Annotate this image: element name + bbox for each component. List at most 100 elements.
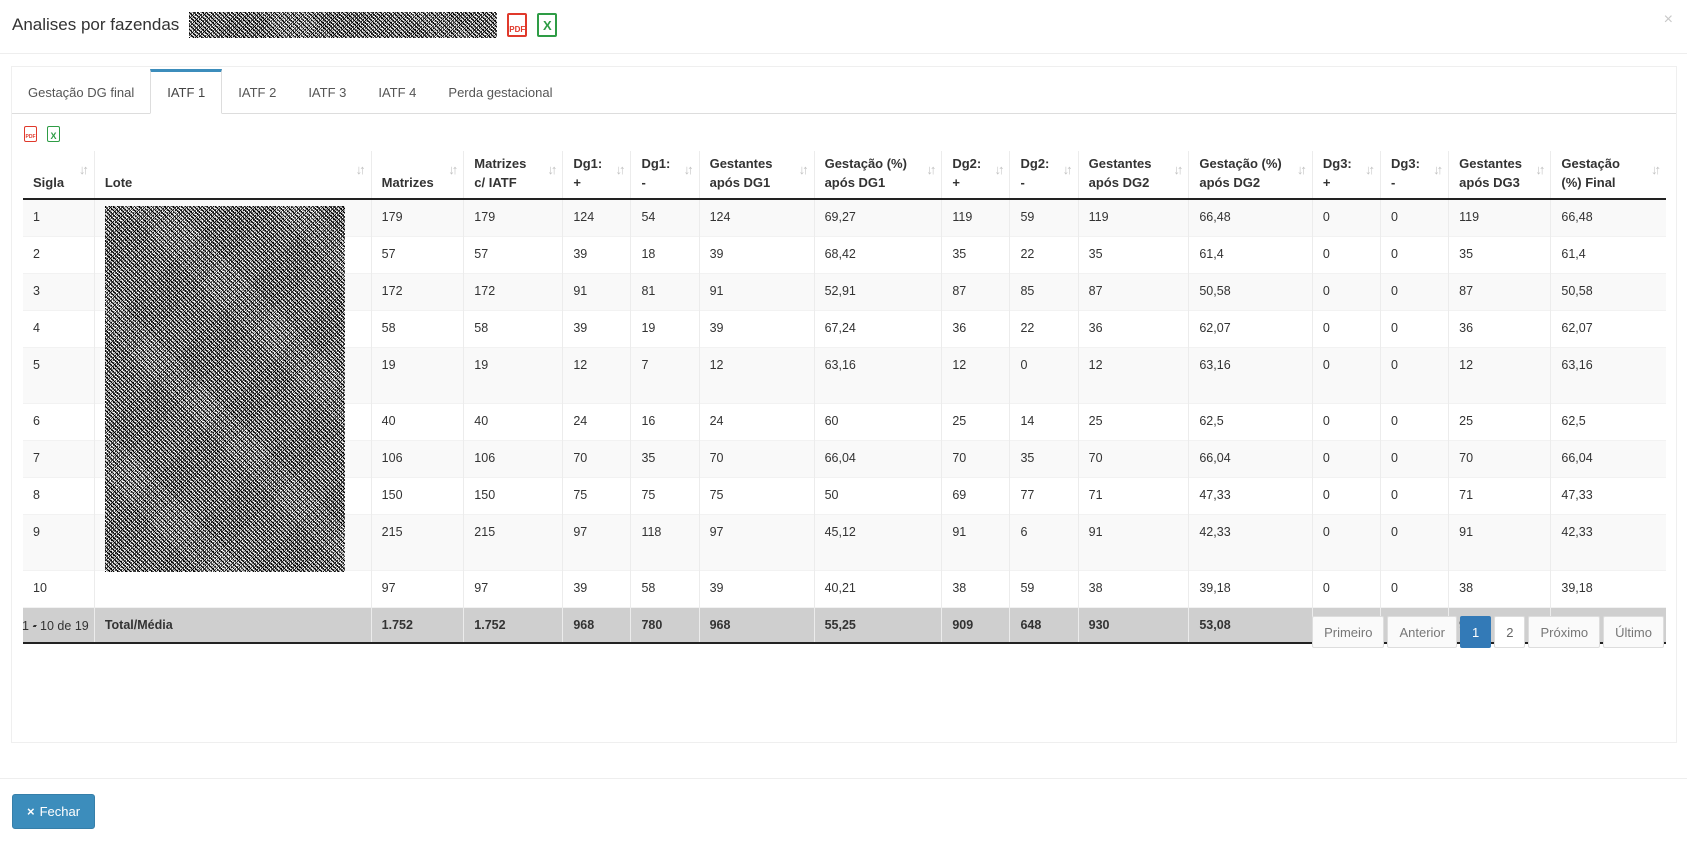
tab-iatf-3[interactable]: IATF 3 xyxy=(308,84,347,100)
last-page-button[interactable]: Último xyxy=(1603,616,1664,648)
column-header[interactable]: ↓↑ Dg2: + xyxy=(941,151,1011,200)
pagination-range: 1 - 10 de 19 xyxy=(22,619,89,633)
sort-icon[interactable]: ↓↑ xyxy=(1062,162,1073,177)
sort-icon[interactable]: ↓↑ xyxy=(1535,162,1545,177)
close-icon[interactable]: × xyxy=(1663,11,1673,28)
export-excel-icon[interactable]: X xyxy=(537,13,558,37)
table-cell: 0 xyxy=(1312,309,1382,347)
column-header-label: + xyxy=(1322,175,1331,190)
table-cell: 38 xyxy=(1078,569,1190,607)
modal-footer-divider xyxy=(0,778,1687,779)
table-cell: 25 xyxy=(941,402,1011,440)
table-cell: 58 xyxy=(463,309,564,347)
table-cell: 172 xyxy=(463,272,564,310)
sort-icon[interactable]: ↓↑ xyxy=(1651,162,1661,177)
table-cell: 179 xyxy=(463,198,564,236)
total-cell: Total/Média xyxy=(94,606,372,644)
table-cell: 62,07 xyxy=(1550,309,1666,347)
table-cell: 0 xyxy=(1380,439,1450,477)
fechar-button[interactable]: × Fechar xyxy=(12,794,95,829)
column-header[interactable]: ↓↑ Dg1: - xyxy=(630,151,700,200)
table-cell: 66,04 xyxy=(1550,439,1666,477)
table-cell: 50,58 xyxy=(1550,272,1666,310)
table-cell: 71 xyxy=(1448,476,1552,514)
table-cell: 35 xyxy=(1009,439,1079,477)
column-header[interactable]: ↓↑ Sigla xyxy=(23,151,95,200)
sort-icon[interactable]: ↓↑ xyxy=(994,162,1004,177)
column-header[interactable]: ↓↑ Lote xyxy=(94,151,372,200)
table-cell: 63,16 xyxy=(814,346,943,403)
column-header[interactable]: ↓↑ Gestação (%) após DG2 xyxy=(1188,151,1313,200)
column-header[interactable]: ↓↑ Gestação (%) após DG1 xyxy=(814,151,943,200)
table-cell: 36 xyxy=(941,309,1011,347)
sort-icon[interactable]: ↓↑ xyxy=(547,162,557,177)
column-header[interactable]: ↓↑ Dg1: + xyxy=(562,151,632,200)
fechar-button-label: Fechar xyxy=(39,804,81,819)
column-header[interactable]: ↓↑ Dg3: + xyxy=(1312,151,1382,200)
total-cell: 930 xyxy=(1078,606,1190,644)
table-cell: 0 xyxy=(1380,198,1450,236)
column-header-line1: Gestantes xyxy=(709,156,773,171)
table-cell: 24 xyxy=(562,402,632,440)
total-cell: 55,25 xyxy=(814,606,943,644)
table-cell: 215 xyxy=(371,513,465,570)
column-header-label: após DG2 xyxy=(1088,175,1150,190)
table-cell: 118 xyxy=(630,513,700,570)
sort-icon[interactable]: ↓↑ xyxy=(355,162,366,177)
tab-gestacao-dg-final[interactable]: Gestação DG final xyxy=(28,84,135,100)
column-header[interactable]: ↓↑ Dg2: - xyxy=(1009,151,1079,200)
column-header[interactable]: ↓↑ Matrizes xyxy=(371,151,465,200)
sort-icon[interactable]: ↓↑ xyxy=(615,162,625,177)
table-cell: 0 xyxy=(1312,569,1382,607)
sort-icon[interactable]: ↓↑ xyxy=(1365,162,1375,177)
table-cell: 119 xyxy=(1078,198,1190,236)
table-cell: 57 xyxy=(371,235,465,273)
export-pdf-icon[interactable]: PDF xyxy=(507,13,528,37)
table-cell: 47,33 xyxy=(1188,476,1313,514)
tab-perda-gestacional[interactable]: Perda gestacional xyxy=(448,84,553,100)
table-cell: 19 xyxy=(463,346,564,403)
sort-icon[interactable]: ↓↑ xyxy=(448,162,458,177)
table-cell: 172 xyxy=(371,272,465,310)
sort-icon[interactable]: ↓↑ xyxy=(926,162,936,177)
column-header-label: após DG3 xyxy=(1459,175,1520,190)
table-cell: 61,4 xyxy=(1188,235,1313,273)
column-header[interactable]: ↓↑ Gestantes após DG1 xyxy=(699,151,815,200)
page-2-button[interactable]: 2 xyxy=(1494,616,1526,648)
table-cell: 0 xyxy=(1380,309,1450,347)
sort-icon[interactable]: ↓↑ xyxy=(1173,162,1183,177)
total-cell: 909 xyxy=(941,606,1011,644)
table-export-pdf-icon[interactable]: PDF xyxy=(24,126,37,142)
table-cell: 62,5 xyxy=(1550,402,1666,440)
column-header[interactable]: ↓↑ Gestantes após DG3 xyxy=(1448,151,1552,200)
table-cell: 0 xyxy=(1312,402,1382,440)
page-1-button[interactable]: 1 xyxy=(1460,616,1492,648)
table-cell: 59 xyxy=(1009,569,1079,607)
modal-header: Analises por fazendas PDF X × xyxy=(0,0,1687,54)
table-cell: 50 xyxy=(814,476,943,514)
sort-icon[interactable]: ↓↑ xyxy=(1296,162,1307,177)
redacted-farm-name xyxy=(189,12,498,38)
column-header[interactable]: ↓↑ Matrizes c/ IATF xyxy=(463,151,564,200)
column-header[interactable]: ↓↑ Dg3: - xyxy=(1380,151,1450,200)
previous-page-button[interactable]: Anterior xyxy=(1387,616,1457,648)
redacted-lote-column xyxy=(105,206,345,572)
tab-iatf-4[interactable]: IATF 4 xyxy=(378,84,417,100)
sort-icon[interactable]: ↓↑ xyxy=(1433,162,1443,177)
table-cell: 70 xyxy=(941,439,1011,477)
total-cell: 1.752 xyxy=(371,606,465,644)
sort-icon[interactable]: ↓↑ xyxy=(683,162,694,177)
column-header[interactable]: ↓↑ Gestantes após DG2 xyxy=(1078,151,1190,200)
first-page-button[interactable]: Primeiro xyxy=(1312,616,1385,648)
column-header[interactable]: ↓↑ Gestação (%) Final xyxy=(1550,151,1666,200)
next-page-button[interactable]: Próximo xyxy=(1528,616,1601,648)
table-cell: 39 xyxy=(562,569,632,607)
tab-iatf-2[interactable]: IATF 2 xyxy=(238,84,277,100)
tab-iatf-1[interactable]: IATF 1 xyxy=(150,69,223,114)
table-cell: 24 xyxy=(699,402,815,440)
table-cell: 70 xyxy=(562,439,632,477)
sort-icon[interactable]: ↓↑ xyxy=(798,162,809,177)
table-export-excel-icon[interactable]: X xyxy=(47,126,60,142)
table-cell: 81 xyxy=(630,272,700,310)
sort-icon[interactable]: ↓↑ xyxy=(78,162,89,177)
